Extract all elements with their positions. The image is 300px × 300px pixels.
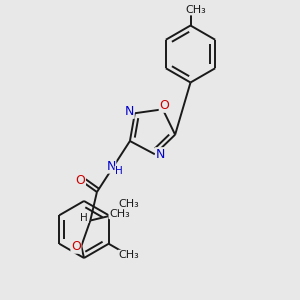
Text: N: N [156, 148, 165, 161]
Text: CH₃: CH₃ [118, 250, 139, 260]
Text: CH₃: CH₃ [185, 5, 206, 15]
Text: CH₃: CH₃ [118, 199, 139, 209]
Text: N: N [125, 105, 134, 118]
Text: H: H [115, 166, 123, 176]
Text: O: O [76, 173, 85, 187]
Text: O: O [71, 240, 81, 253]
Text: CH₃: CH₃ [109, 208, 130, 219]
Text: H: H [80, 212, 88, 223]
Text: N: N [106, 160, 116, 173]
Text: O: O [159, 99, 169, 112]
